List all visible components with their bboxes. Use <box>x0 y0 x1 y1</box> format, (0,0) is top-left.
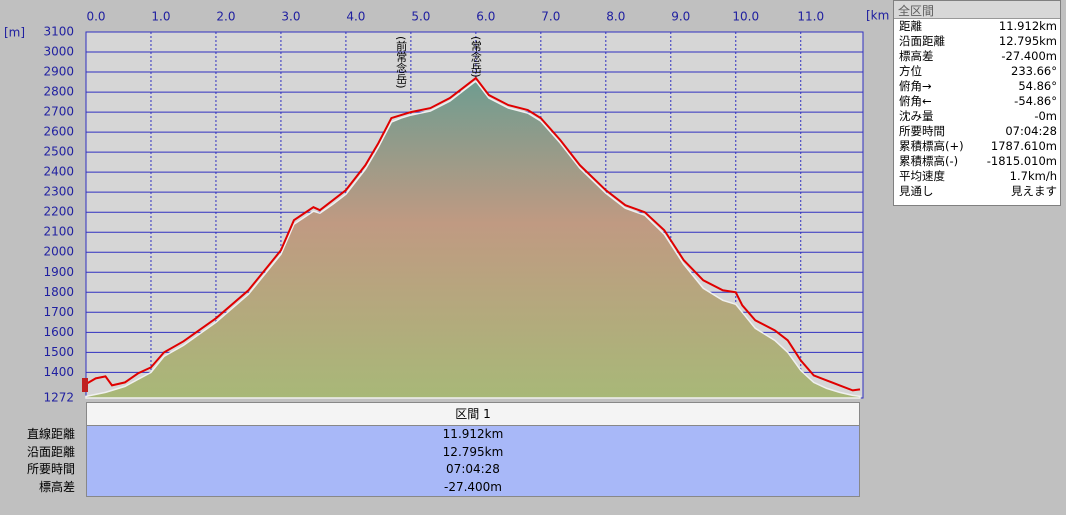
row-value: -27.400m <box>443 479 502 494</box>
panel-row: 見通し 見えます <box>894 184 1060 199</box>
panel-row: 累積標高(-) -1815.010m <box>894 154 1060 169</box>
x-tick-label: 10.0 <box>732 10 759 24</box>
y-tick-label: 1700 <box>43 305 74 319</box>
panel-label: 距離 <box>899 19 922 33</box>
chart: [m] [km] 1272 1400 1500 1600 1700 1800 1900 200… <box>4 9 890 403</box>
panel-label: 累積標高(+) <box>899 139 964 153</box>
section-table: 区間 1 11.912km 12.795km 07:04:28 -27.400m <box>86 402 860 497</box>
row-value: 12.795km <box>442 444 504 459</box>
x-tick-label: 11.0 <box>797 10 824 24</box>
y-tick-label: 2400 <box>43 165 74 179</box>
panel-value: -54.86° <box>1014 94 1057 108</box>
panel-row: 方位 233.66° <box>894 64 1060 79</box>
y-tick-label: 3100 <box>43 25 74 39</box>
panel-label: 見通し <box>899 184 934 198</box>
x-tick-label: 6.0 <box>476 10 495 24</box>
y-tick-label: 2200 <box>43 205 74 219</box>
y-tick-label: 2900 <box>43 65 74 79</box>
x-tick-label: 9.0 <box>671 10 690 24</box>
panel-value: 1787.610m <box>990 139 1057 153</box>
y-tick-label: 1600 <box>43 325 74 339</box>
y-tick-label: 2100 <box>43 225 74 239</box>
y-unit: [m] <box>4 26 25 40</box>
panel-value: 11.912km <box>998 19 1057 33</box>
row-value: 07:04:28 <box>446 462 500 476</box>
panel-row: 俯角→ 54.86° <box>894 79 1060 94</box>
panel-value: -1815.010m <box>986 154 1057 168</box>
terrain-area <box>85 79 861 399</box>
panel-value: -27.400m <box>1001 49 1057 63</box>
panel-row: 標高差 -27.400m <box>894 49 1060 64</box>
panel-row: 所要時間 07:04:28 <box>894 124 1060 139</box>
row-label: 所要時間 <box>26 462 75 476</box>
row-label: 直線距離 <box>26 427 75 441</box>
y-tick-label: 1800 <box>43 285 74 299</box>
panel-label: 沿面距離 <box>899 34 945 48</box>
y-tick-label: 3000 <box>43 45 74 59</box>
x-tick-label: 0.0 <box>86 10 105 24</box>
panel-value: 1.7km/h <box>1009 169 1057 183</box>
peak-label: (常念岳) <box>469 36 482 78</box>
start-marker <box>82 378 88 392</box>
panel-row: 沈み量 -0m <box>894 109 1060 124</box>
track-line <box>85 76 861 392</box>
x-tick-label: 4.0 <box>346 10 365 24</box>
y-tick-label: 2700 <box>43 105 74 119</box>
panel-label: 累積標高(-) <box>899 154 959 168</box>
peak-label: (前常念岳) <box>395 36 408 89</box>
panel-label: 方位 <box>899 64 922 78</box>
section-header: 区間 1 <box>86 402 860 426</box>
panel-row: 累積標高(+) 1787.610m <box>894 139 1060 154</box>
y-tick-label: 2300 <box>43 185 74 199</box>
x-tick-label: 7.0 <box>541 10 560 24</box>
y-tick-label: 1900 <box>43 265 74 279</box>
panel-value: -0m <box>1034 109 1057 123</box>
x-tick-label: 8.0 <box>606 10 625 24</box>
x-tick-label: 2.0 <box>216 10 235 24</box>
panel-row: 平均速度 1.7km/h <box>894 169 1060 184</box>
panel-value: 54.86° <box>1018 79 1057 93</box>
panel-label: 俯角→ <box>899 79 932 93</box>
panel-label: 平均速度 <box>899 169 945 183</box>
y-tick-label: 1272 <box>43 391 74 403</box>
panel-row: 沿面距離 12.795km <box>894 34 1060 49</box>
y-tick-label: 2800 <box>43 85 74 99</box>
panel-label: 所要時間 <box>899 124 945 138</box>
panel-value: 12.795km <box>998 34 1057 48</box>
x-tick-label: 5.0 <box>411 10 430 24</box>
x-tick-label: 3.0 <box>281 10 300 24</box>
y-tick-label: 2600 <box>43 125 74 139</box>
x-tick-label: 1.0 <box>151 10 170 24</box>
panel-label: 標高差 <box>899 49 934 63</box>
y-tick-label: 2000 <box>43 245 74 259</box>
panel-label: 俯角← <box>899 94 932 108</box>
panel-label: 沈み量 <box>899 109 934 123</box>
panel-row: 俯角← -54.86° <box>894 94 1060 109</box>
row-label: 標高差 <box>38 479 75 494</box>
row-value: 11.912km <box>442 427 504 441</box>
row-label: 沿面距離 <box>26 444 75 459</box>
y-tick-label: 1500 <box>43 345 74 359</box>
panel-title: 全区間 <box>894 1 1060 19</box>
y-tick-label: 2500 <box>43 145 74 159</box>
panel-value: 見えます <box>1011 184 1057 198</box>
panel-value: 07:04:28 <box>1005 124 1057 138</box>
panel-row: 距離 11.912km <box>894 19 1060 34</box>
x-unit: [km] <box>866 9 890 23</box>
summary-panel: 全区間 距離 11.912km 沿面距離 12.795km 標高差 -27.400m 方位 2… <box>893 0 1061 206</box>
panel-value: 233.66° <box>1011 64 1057 78</box>
y-tick-label: 1400 <box>43 365 74 379</box>
